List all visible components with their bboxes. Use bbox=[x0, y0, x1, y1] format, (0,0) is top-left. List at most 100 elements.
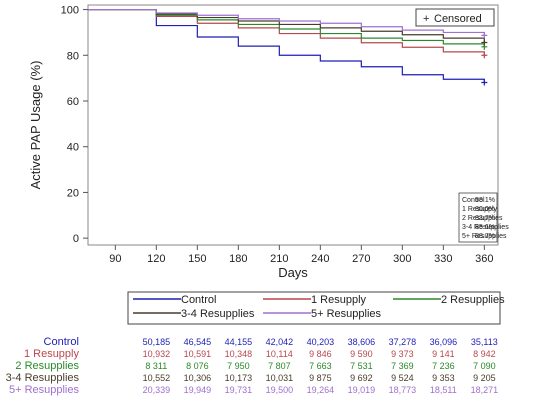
risk-cell: 35,113 bbox=[471, 337, 498, 347]
risk-cell: 7 531 bbox=[350, 361, 373, 371]
risk-cell: 40,203 bbox=[307, 337, 335, 347]
x-tick-label: 360 bbox=[475, 253, 493, 265]
x-tick-label: 300 bbox=[393, 253, 411, 265]
risk-cell: 10,591 bbox=[184, 349, 212, 359]
risk-cell: 9 205 bbox=[473, 373, 496, 383]
risk-cell: 10,114 bbox=[266, 349, 293, 359]
risk-cell: 19,731 bbox=[225, 385, 253, 395]
risk-cell: 8 942 bbox=[473, 349, 496, 359]
risk-cell: 18,511 bbox=[430, 385, 457, 395]
risk-row-label: 2 Resupplies bbox=[15, 360, 79, 372]
censor-marks bbox=[481, 32, 488, 86]
risk-cell: 36,096 bbox=[430, 337, 458, 347]
risk-cell: 9 353 bbox=[432, 373, 455, 383]
inset-value: 68.1% bbox=[475, 197, 495, 204]
risk-cell: 10,552 bbox=[143, 373, 171, 383]
risk-cell: 42,042 bbox=[266, 337, 294, 347]
risk-cell: 8 076 bbox=[186, 361, 209, 371]
risk-cell: 7 950 bbox=[227, 361, 250, 371]
x-axis-title: Days bbox=[278, 265, 308, 280]
censor-mark-0 bbox=[481, 79, 488, 86]
risk-cell: 7 369 bbox=[391, 361, 414, 371]
censor-legend-symbol: + bbox=[423, 13, 429, 25]
legend-label-2: 2 Resupplies bbox=[441, 294, 505, 306]
inset-value: 83.7% bbox=[475, 215, 495, 222]
risk-cell: 9 141 bbox=[432, 349, 455, 359]
risk-cell: 10,306 bbox=[184, 373, 212, 383]
inset-label: 2 Resupplies bbox=[462, 215, 503, 222]
y-tick-label: 60 bbox=[67, 96, 79, 108]
risk-row-label: 3-4 Resupplies bbox=[6, 372, 80, 384]
risk-cell: 10,173 bbox=[225, 373, 253, 383]
x-tick-label: 180 bbox=[229, 253, 247, 265]
risk-cell: 9 875 bbox=[309, 373, 332, 383]
legend-label-3: 3-4 Resupplies bbox=[181, 308, 255, 320]
x-tick-label: 330 bbox=[434, 253, 452, 265]
risk-cell: 9 524 bbox=[391, 373, 414, 383]
risk-cell: 10,348 bbox=[225, 349, 253, 359]
inset-label: 3-4 Resupplies bbox=[462, 224, 509, 231]
x-axis: 90 120 150 180 210 240 270 300 330 360 bbox=[109, 245, 494, 265]
risk-table: Control 50,185 46,545 44,155 42,042 40,203 38,… bbox=[6, 336, 498, 396]
x-tick-label: 90 bbox=[109, 253, 121, 265]
inset-label: 5+ Resupplies bbox=[462, 233, 507, 240]
censor-mark-4 bbox=[481, 32, 488, 39]
legend-label-0: Control bbox=[181, 294, 216, 306]
risk-cell: 18,271 bbox=[471, 385, 499, 395]
y-axis: 0 20 40 60 80 100 bbox=[61, 5, 88, 245]
x-tick-label: 240 bbox=[311, 253, 329, 265]
censor-mark-3 bbox=[481, 39, 488, 46]
censor-mark-1 bbox=[481, 52, 488, 59]
y-tick-label: 100 bbox=[61, 5, 79, 17]
inset-value: 88.7% bbox=[475, 233, 495, 240]
legend-label-1: 1 Resupply bbox=[311, 294, 367, 306]
risk-cell: 19,264 bbox=[307, 385, 335, 395]
y-tick-label: 40 bbox=[67, 142, 79, 154]
legend-label-4: 5+ Resupplies bbox=[311, 308, 382, 320]
risk-cell: 18,773 bbox=[389, 385, 417, 395]
censor-legend-label: Censored bbox=[434, 13, 482, 25]
risk-cell: 8 311 bbox=[145, 361, 167, 371]
y-tick-label: 20 bbox=[67, 187, 79, 199]
x-tick-label: 210 bbox=[270, 253, 288, 265]
inset-value: 85.6% bbox=[475, 224, 495, 231]
risk-row-label: 1 Resupply bbox=[24, 348, 80, 360]
x-tick-label: 270 bbox=[352, 253, 370, 265]
risk-cell: 46,545 bbox=[184, 337, 212, 347]
series-line-4 bbox=[88, 8, 485, 36]
y-axis-title: Active PAP Usage (%) bbox=[28, 61, 43, 190]
risk-row-label: Control bbox=[44, 336, 79, 348]
risk-cell: 19,500 bbox=[266, 385, 294, 395]
risk-cell: 37,278 bbox=[389, 337, 417, 347]
risk-cell: 9 846 bbox=[309, 349, 332, 359]
risk-cell: 44,155 bbox=[225, 337, 253, 347]
risk-cell: 10,932 bbox=[143, 349, 171, 359]
risk-cell: 9 692 bbox=[350, 373, 373, 383]
plot-frame bbox=[87, 4, 499, 246]
risk-cell: 19,019 bbox=[348, 385, 376, 395]
series-lines bbox=[88, 8, 485, 83]
risk-cell: 10,031 bbox=[266, 373, 294, 383]
risk-cell: 9 373 bbox=[391, 349, 414, 359]
y-tick-label: 0 bbox=[73, 233, 79, 245]
x-tick-label: 120 bbox=[147, 253, 165, 265]
y-tick-label: 80 bbox=[67, 50, 79, 62]
inset-value: 80.0% bbox=[475, 206, 495, 213]
legend-items: Control 1 Resupply 2 Resupplies 3-4 Resuppl… bbox=[133, 294, 505, 320]
censor-legend-box bbox=[415, 8, 495, 27]
series-legend: Control 1 Resupply 2 Resupplies 3-4 Resuppl… bbox=[127, 291, 505, 325]
inset-table-box bbox=[458, 192, 498, 243]
risk-cell: 50,185 bbox=[143, 337, 171, 347]
risk-cell: 20,339 bbox=[143, 385, 171, 395]
risk-cell: 7 236 bbox=[432, 361, 455, 371]
risk-row-label: 5+ Resupplies bbox=[9, 384, 80, 396]
censor-legend: + Censored bbox=[415, 8, 495, 27]
inset-label: 1 Resupply bbox=[462, 206, 498, 213]
risk-cell: 9 590 bbox=[350, 349, 373, 359]
risk-cell: 7 663 bbox=[309, 361, 332, 371]
series-legend-box bbox=[127, 291, 501, 325]
x-tick-label: 150 bbox=[188, 253, 206, 265]
